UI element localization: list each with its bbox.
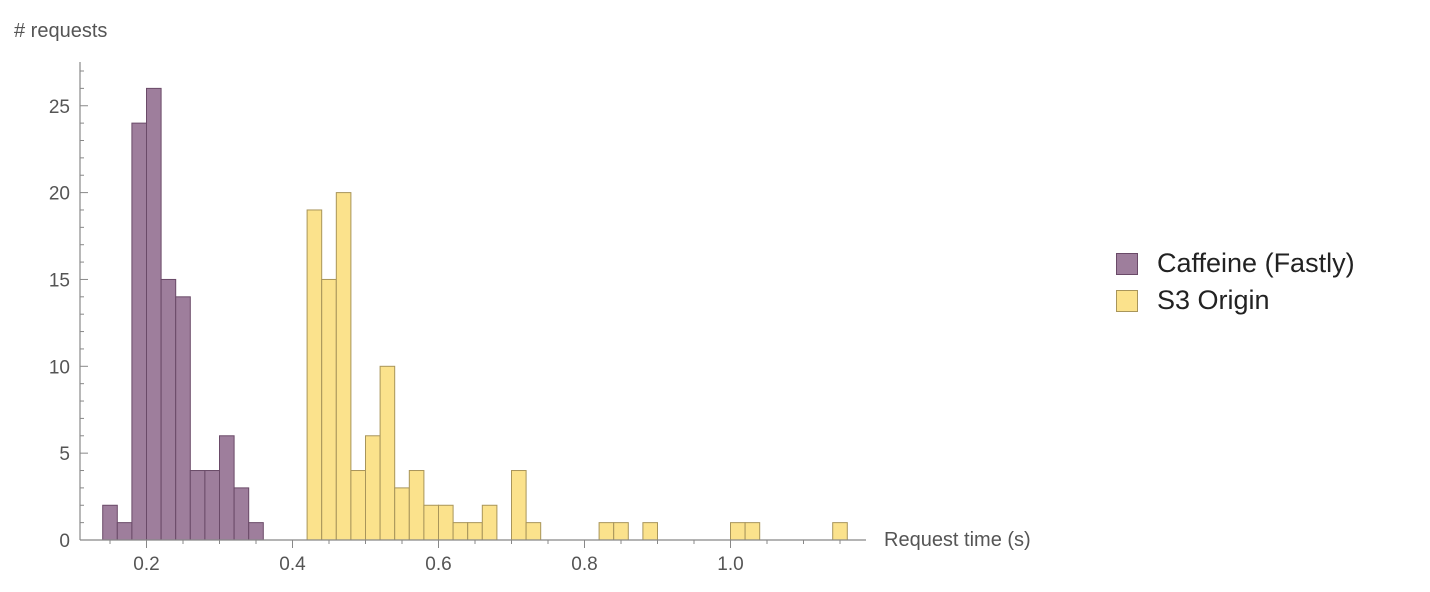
bar-caffeine bbox=[102, 504, 118, 541]
bar-s3-origin bbox=[306, 209, 323, 541]
bar-s3-origin bbox=[525, 522, 542, 541]
y-axis-label: # requests bbox=[14, 20, 107, 42]
bar-caffeine bbox=[233, 487, 250, 541]
x-axis-label: Request time (s) bbox=[884, 529, 1031, 551]
y-tick-label: 25 bbox=[49, 97, 70, 118]
bar-s3-origin bbox=[598, 522, 615, 541]
bar-caffeine bbox=[160, 278, 177, 541]
bar-s3-origin bbox=[481, 504, 498, 541]
bar-caffeine bbox=[116, 522, 133, 541]
bar-s3-origin bbox=[467, 522, 483, 541]
y-tick-label: 10 bbox=[49, 357, 70, 378]
axes-group bbox=[79, 62, 866, 541]
bar-s3-origin bbox=[744, 522, 761, 541]
x-tick-label: 0.4 bbox=[279, 554, 306, 575]
y-tick-label: 15 bbox=[49, 270, 70, 291]
legend-item-caffeine: Caffeine (Fastly) bbox=[1116, 246, 1355, 281]
bars-group bbox=[102, 87, 848, 541]
legend-label-s3-origin: S3 Origin bbox=[1157, 285, 1270, 315]
bar-s3-origin bbox=[613, 522, 629, 541]
ticks-group: 0.2 0.4 0.6 0.8 1.0 0 5 10 15 20 25 bbox=[49, 70, 841, 575]
legend-item-s3-origin: S3 Origin bbox=[1116, 283, 1355, 318]
bar-s3-origin bbox=[408, 470, 425, 541]
x-tick-label: 1.0 bbox=[717, 554, 743, 575]
x-tick-label: 0.2 bbox=[133, 554, 159, 575]
bar-caffeine bbox=[131, 122, 147, 541]
bar-caffeine bbox=[175, 296, 191, 541]
bar-caffeine bbox=[189, 470, 206, 541]
legend-swatch-s3-origin bbox=[1116, 289, 1138, 312]
bar-s3-origin bbox=[452, 522, 469, 541]
bar-s3-origin bbox=[511, 470, 527, 541]
legend-swatch-caffeine bbox=[1116, 252, 1138, 275]
bar-s3-origin bbox=[321, 278, 337, 541]
y-tick-label: 5 bbox=[59, 444, 70, 465]
bar-caffeine bbox=[248, 522, 264, 541]
bar-s3-origin bbox=[394, 487, 410, 541]
bar-s3-origin bbox=[365, 435, 381, 541]
bar-s3-origin bbox=[730, 522, 746, 541]
legend: Caffeine (Fastly) S3 Origin bbox=[1116, 246, 1355, 320]
x-tick-label: 0.8 bbox=[571, 554, 597, 575]
y-tick-label: 20 bbox=[49, 184, 70, 205]
legend-label-caffeine: Caffeine (Fastly) bbox=[1157, 248, 1355, 278]
y-tick-label: 0 bbox=[59, 531, 70, 552]
bar-caffeine bbox=[146, 87, 162, 541]
bar-caffeine bbox=[219, 435, 235, 541]
x-tick-label: 0.6 bbox=[425, 554, 451, 575]
bar-s3-origin bbox=[423, 504, 439, 541]
bar-s3-origin bbox=[642, 522, 659, 541]
bar-s3-origin bbox=[335, 192, 352, 541]
bar-s3-origin bbox=[350, 470, 366, 541]
bar-s3-origin bbox=[438, 504, 454, 541]
bar-s3-origin bbox=[832, 522, 848, 541]
bar-s3-origin bbox=[379, 365, 396, 541]
bar-caffeine bbox=[204, 470, 220, 541]
